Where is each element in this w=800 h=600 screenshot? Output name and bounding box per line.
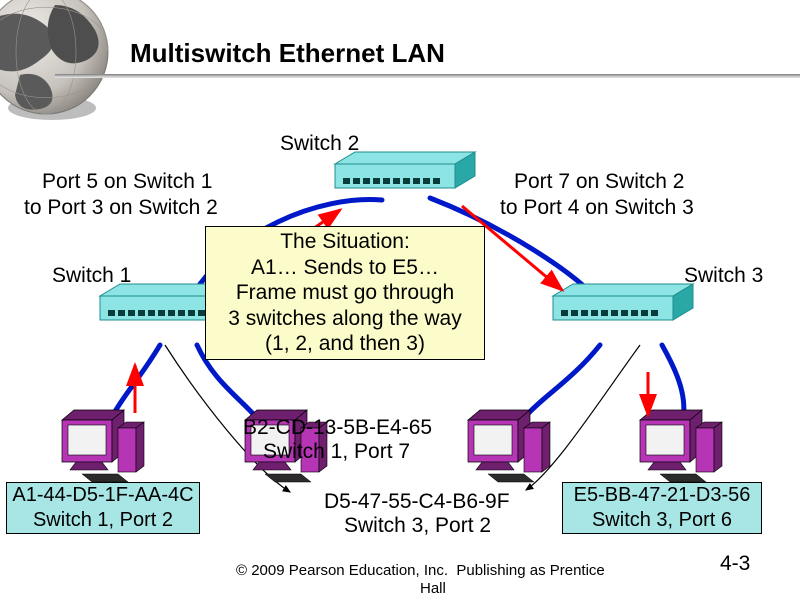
mac-box-a1: A1-44-D5-1F-AA-4C Switch 1, Port 2	[6, 482, 200, 534]
callout-line-3: Frame must go through	[210, 280, 480, 306]
label-switch-1: Switch 1	[52, 264, 131, 288]
label-link-1-2-b: to Port 3 on Switch 2	[24, 196, 218, 220]
mac-a1-port: Switch 1, Port 2	[7, 508, 199, 533]
mac-b2-port: Switch 1, Port 7	[263, 440, 410, 464]
diagram-stage: Multiswitch Ethernet LAN Switch 2 Switch…	[0, 0, 800, 600]
label-switch-2: Switch 2	[280, 132, 359, 156]
slide-number: 4-3	[720, 552, 750, 576]
copyright-line: © 2009 Pearson Education, Inc. Publishin…	[236, 562, 605, 579]
mac-a1-addr: A1-44-D5-1F-AA-4C	[7, 483, 199, 508]
label-link-2-3-b: to Port 4 on Switch 3	[500, 196, 694, 220]
callout-line-2: A1… Sends to E5…	[210, 255, 480, 281]
copyright-line-2: Hall	[420, 580, 446, 597]
label-switch-3: Switch 3	[684, 264, 763, 288]
label-link-1-2-a: Port 5 on Switch 1	[42, 170, 212, 194]
situation-callout: The Situation: A1… Sends to E5… Frame mu…	[205, 226, 485, 360]
callout-line-1: The Situation:	[210, 229, 480, 255]
mac-b2-addr: B2-CD-13-5B-E4-65	[243, 416, 432, 440]
callout-line-4: 3 switches along the way	[210, 306, 480, 332]
mac-box-e5: E5-BB-47-21-D3-56 Switch 3, Port 6	[562, 482, 762, 534]
mac-d5-port: Switch 3, Port 2	[344, 514, 491, 538]
callout-line-5: (1, 2, and then 3)	[210, 331, 480, 357]
label-link-2-3-a: Port 7 on Switch 2	[514, 170, 684, 194]
mac-e5-addr: E5-BB-47-21-D3-56	[563, 483, 761, 508]
mac-d5-addr: D5-47-55-C4-B6-9F	[324, 490, 510, 514]
mac-e5-port: Switch 3, Port 6	[563, 508, 761, 533]
